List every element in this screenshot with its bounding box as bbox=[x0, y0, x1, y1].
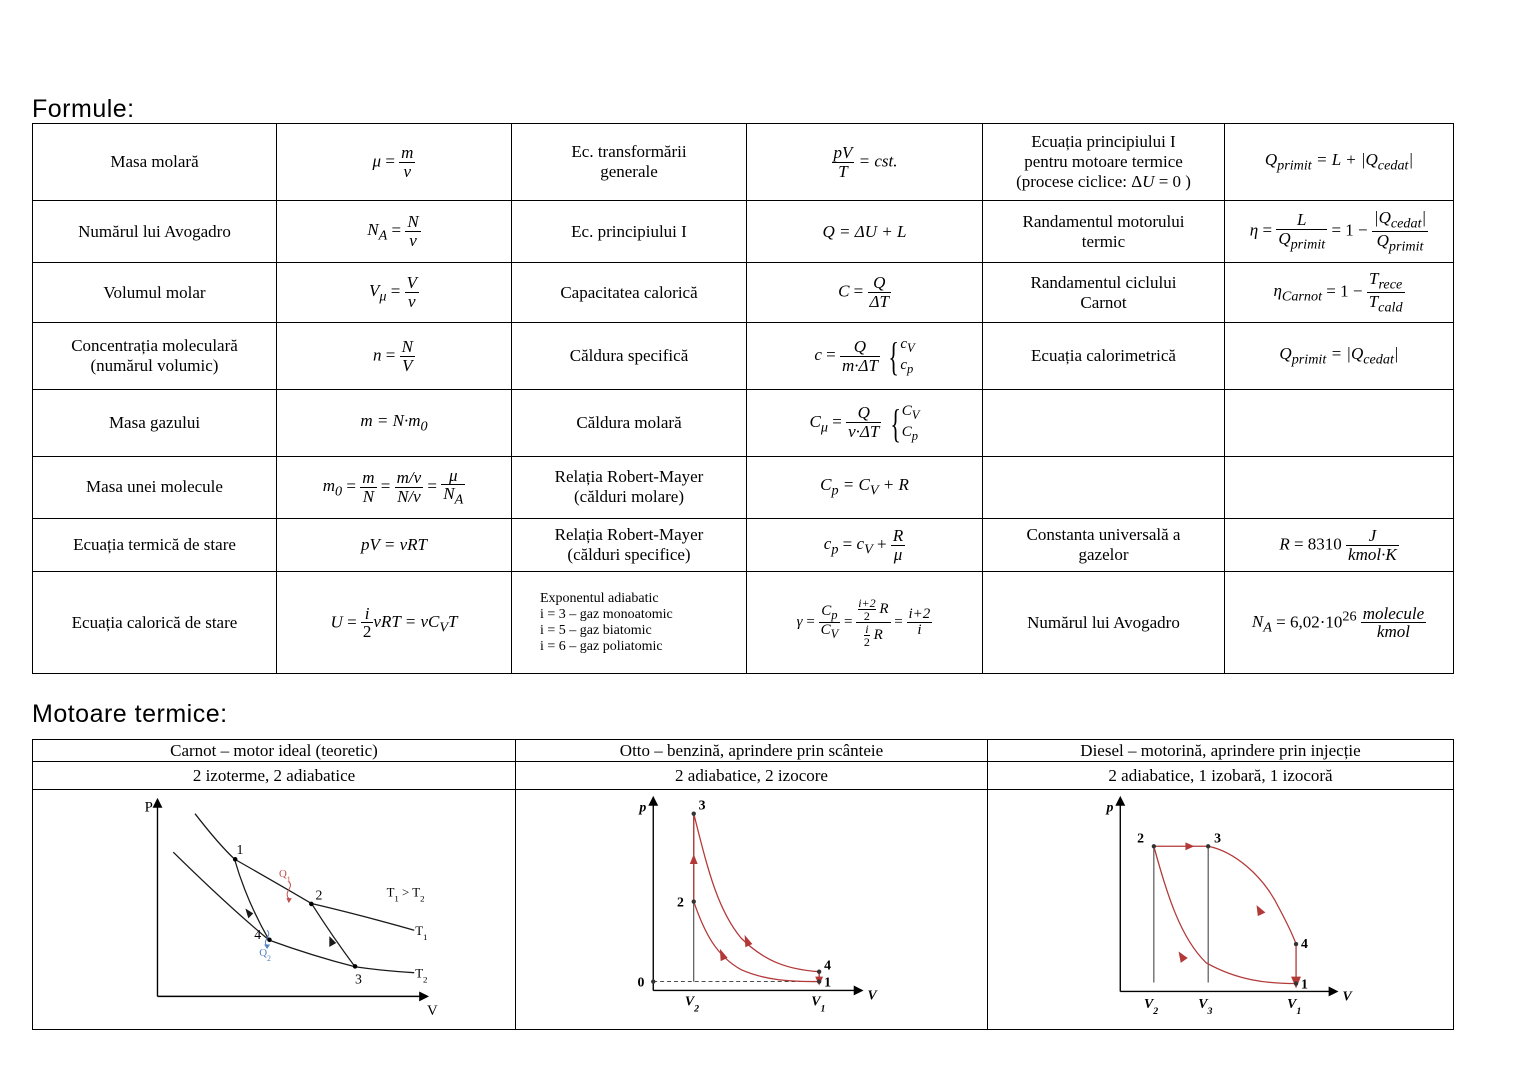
svg-text:T1: T1 bbox=[415, 924, 427, 942]
svg-text:V1: V1 bbox=[1287, 996, 1301, 1017]
svg-text:V2: V2 bbox=[685, 993, 699, 1014]
svg-text:3: 3 bbox=[1214, 830, 1221, 845]
svg-text:V: V bbox=[868, 987, 879, 1002]
svg-text:V1: V1 bbox=[811, 993, 825, 1014]
svg-text:4: 4 bbox=[254, 927, 261, 942]
svg-text:1: 1 bbox=[1301, 976, 1308, 991]
svg-text:Q1: Q1 bbox=[279, 868, 291, 884]
svg-text:p: p bbox=[1105, 800, 1113, 815]
svg-text:V: V bbox=[427, 1003, 438, 1019]
svg-text:P: P bbox=[145, 800, 153, 816]
svg-text:1: 1 bbox=[824, 975, 831, 990]
svg-text:3: 3 bbox=[699, 798, 706, 813]
svg-text:2: 2 bbox=[1137, 830, 1144, 845]
svg-text:0: 0 bbox=[637, 975, 644, 990]
svg-text:T2: T2 bbox=[415, 967, 427, 985]
svg-text:3: 3 bbox=[355, 972, 362, 987]
svg-text:V: V bbox=[1342, 988, 1353, 1003]
svg-text:2: 2 bbox=[677, 895, 684, 910]
svg-text:Q2: Q2 bbox=[259, 947, 271, 963]
svg-text:1: 1 bbox=[236, 842, 243, 857]
svg-text:4: 4 bbox=[1301, 936, 1308, 951]
svg-text:V3: V3 bbox=[1198, 996, 1212, 1017]
svg-text:4: 4 bbox=[824, 958, 831, 973]
svg-text:V2: V2 bbox=[1144, 996, 1158, 1017]
svg-text:2: 2 bbox=[315, 888, 322, 903]
svg-text:p: p bbox=[638, 800, 646, 815]
svg-text:T1 > T2: T1 > T2 bbox=[387, 886, 425, 904]
